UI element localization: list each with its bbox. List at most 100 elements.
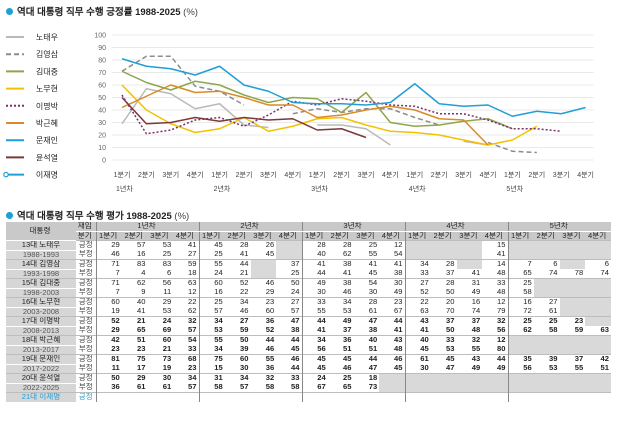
header-quarter: 4분기: [585, 231, 611, 241]
value-cell: 36: [95, 383, 122, 393]
chart-grid: [112, 34, 594, 161]
value-cell: [430, 392, 457, 402]
value-cell: 12: [482, 297, 508, 307]
value-cell: [250, 392, 277, 402]
value-cell: [507, 250, 534, 260]
value-cell: 55: [574, 364, 584, 373]
value-cell: 62: [343, 250, 352, 259]
header-quarter: 1분기: [301, 231, 328, 241]
president-cell: 16대 노무현: [6, 297, 76, 307]
value-cell: 34: [173, 373, 199, 383]
value-cell: 27: [404, 278, 431, 288]
value-cell: 60: [198, 278, 225, 288]
value-cell: [250, 259, 277, 269]
value-cell: 65: [507, 269, 534, 279]
table-row: 19대 문재인 긍정 81 75 73 68 75 60 55 46 45 45 44 46 61 45 43 4…: [6, 354, 611, 364]
value-cell: 37: [430, 316, 457, 326]
value-cell: 45: [198, 240, 225, 250]
x-tick-label: 4분기: [480, 170, 497, 179]
value-cell: [456, 240, 483, 250]
header-year: 1년차: [95, 222, 199, 232]
approval-line-chart: 0 10 20 30 40 50 60 70 80 90 100 1분기 2분기 3분기 4분기 1분기 2분…: [3, 33, 594, 193]
value-cell: 44: [250, 335, 277, 345]
value-cell: 32: [250, 373, 277, 383]
value-cell: 41: [301, 326, 328, 336]
value-cell: 6: [167, 269, 172, 278]
value-cell: 41: [343, 269, 352, 278]
value-cell: [198, 392, 225, 402]
value-cell: [585, 278, 611, 288]
value-cell: [585, 250, 611, 260]
value-cell: 38: [327, 278, 354, 288]
x-year-label: 1년차: [116, 184, 133, 193]
value-cell: [559, 259, 586, 269]
value-cell: 47: [353, 316, 380, 326]
legend-label: 노무현: [36, 85, 58, 94]
value-cell: 25: [533, 316, 560, 326]
y-tick-label: 10: [98, 145, 106, 152]
value-cell: 30: [147, 373, 174, 383]
value-cell: 28: [301, 240, 328, 250]
value-cell: 59: [574, 326, 584, 335]
header-quarter: 1분기: [507, 231, 534, 241]
value-cell: 41: [497, 250, 506, 259]
value-cell: 52: [95, 316, 122, 326]
legend-label: 이명박: [36, 101, 59, 111]
value-cell: 25: [507, 278, 534, 288]
value-cell: 33: [276, 373, 302, 383]
value-cell: 12: [379, 240, 405, 250]
x-tick-label: 1분기: [114, 170, 131, 179]
value-cell: 65: [137, 326, 146, 335]
value-cell: [533, 250, 560, 260]
value-cell: 23: [188, 364, 197, 373]
value-cell: 74: [600, 269, 609, 278]
value-cell: [585, 383, 611, 393]
value-cell: [173, 392, 199, 402]
value-cell: 46: [240, 307, 249, 316]
value-cell: 55: [301, 307, 328, 317]
value-cell: 4: [141, 269, 146, 278]
value-cell: 30: [404, 364, 431, 374]
value-cell: 41: [379, 259, 405, 269]
value-cell: 45: [327, 354, 354, 364]
value-cell: 40: [404, 335, 431, 345]
value-cell: [456, 373, 483, 383]
value-cell: 41: [301, 259, 328, 269]
header-quarter: 4분기: [379, 231, 405, 241]
value-cell: 69: [162, 326, 172, 335]
value-cell: [559, 288, 586, 298]
x-tick-label: 2분기: [138, 170, 155, 179]
x-tick-label: 1분기: [406, 170, 423, 179]
value-cell: [224, 392, 251, 402]
value-cell: 33: [430, 335, 457, 345]
table-header-quarters: 분기 1분기 2분기 3분기 4분기 1분기 2분기 3분기 4분기 1분기 2분기 3분기 4분기 1…: [6, 231, 611, 241]
value-cell: 53: [162, 307, 172, 316]
value-cell: 48: [471, 326, 481, 335]
value-cell: 23: [559, 316, 586, 326]
series-line: [121, 96, 367, 139]
value-cell: 58: [198, 383, 225, 393]
president-cell: 2008-2013: [6, 325, 76, 336]
value-cell: 25: [198, 250, 225, 260]
value-cell: 63: [404, 307, 431, 317]
value-cell: 49: [497, 364, 506, 373]
value-cell: [559, 392, 586, 402]
series-line: [121, 70, 513, 130]
value-cell: 7: [95, 288, 122, 298]
value-cell: 18: [188, 269, 197, 278]
value-cell: 53: [343, 307, 352, 316]
value-cell: 58: [265, 383, 275, 392]
value-cell: 27: [224, 316, 251, 326]
value-cell: 44: [301, 269, 328, 279]
value-cell: 25: [198, 297, 225, 307]
value-cell: 28: [430, 278, 457, 288]
x-tick-label: 2분기: [528, 170, 545, 179]
kind-cell: 긍정: [76, 392, 96, 402]
header-quarter: 2분기: [430, 231, 457, 241]
value-cell: 56: [147, 278, 174, 288]
value-cell: 30: [368, 288, 378, 297]
value-cell: [559, 278, 586, 288]
value-cell: 57: [198, 307, 225, 317]
president-cell: 21대 이재명: [6, 392, 76, 402]
value-cell: [276, 240, 302, 250]
